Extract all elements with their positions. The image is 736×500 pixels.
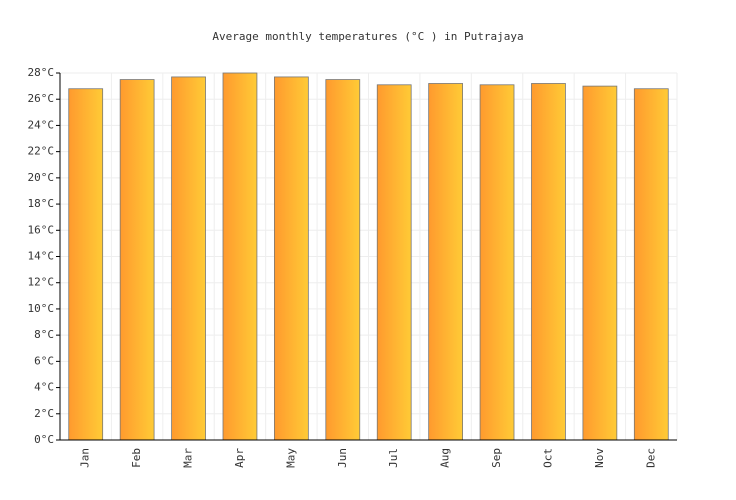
y-tick-label: 2°C	[34, 407, 54, 420]
y-tick-label: 4°C	[34, 381, 54, 394]
x-tick-label: Feb	[130, 448, 143, 468]
x-tick-label: Dec	[644, 448, 657, 468]
y-tick-label: 28°C	[28, 66, 55, 79]
x-tick-label: Jul	[387, 448, 400, 468]
bar	[274, 76, 309, 441]
x-tick-label: Nov	[593, 448, 606, 468]
y-tick-label: 8°C	[34, 328, 54, 341]
chart-title: Average monthly temperatures (°C ) in Pu…	[212, 30, 523, 43]
bar	[376, 84, 412, 441]
bar	[325, 79, 361, 441]
bar	[633, 88, 669, 441]
x-tick-label: Jun	[336, 448, 349, 468]
bar	[531, 83, 566, 441]
y-tick-label: 14°C	[28, 250, 55, 263]
y-tick-label: 6°C	[34, 354, 54, 367]
x-tick-label: Mar	[182, 448, 195, 468]
y-tick-label: 22°C	[28, 145, 55, 158]
y-tick-label: 20°C	[28, 171, 55, 184]
bar	[171, 76, 206, 441]
y-tick-label: 12°C	[28, 276, 55, 289]
x-tick-label: Apr	[233, 448, 246, 468]
y-tick-label: 18°C	[28, 197, 55, 210]
x-tick-label: Oct	[541, 448, 554, 468]
y-tick-label: 0°C	[34, 433, 54, 446]
bar	[68, 88, 104, 441]
y-tick-label: 26°C	[28, 92, 55, 105]
x-tick-label: Jan	[79, 448, 92, 468]
bar	[119, 79, 155, 441]
y-tick-label: 10°C	[28, 302, 55, 315]
bar	[222, 72, 258, 441]
bar	[428, 83, 463, 441]
y-tick-label: 16°C	[28, 223, 55, 236]
bar	[582, 85, 618, 441]
x-tick-label: Sep	[490, 448, 503, 468]
bar	[479, 84, 515, 441]
x-tick-label: Aug	[439, 448, 452, 468]
y-tick-label: 24°C	[28, 118, 55, 131]
x-tick-label: May	[284, 448, 297, 468]
